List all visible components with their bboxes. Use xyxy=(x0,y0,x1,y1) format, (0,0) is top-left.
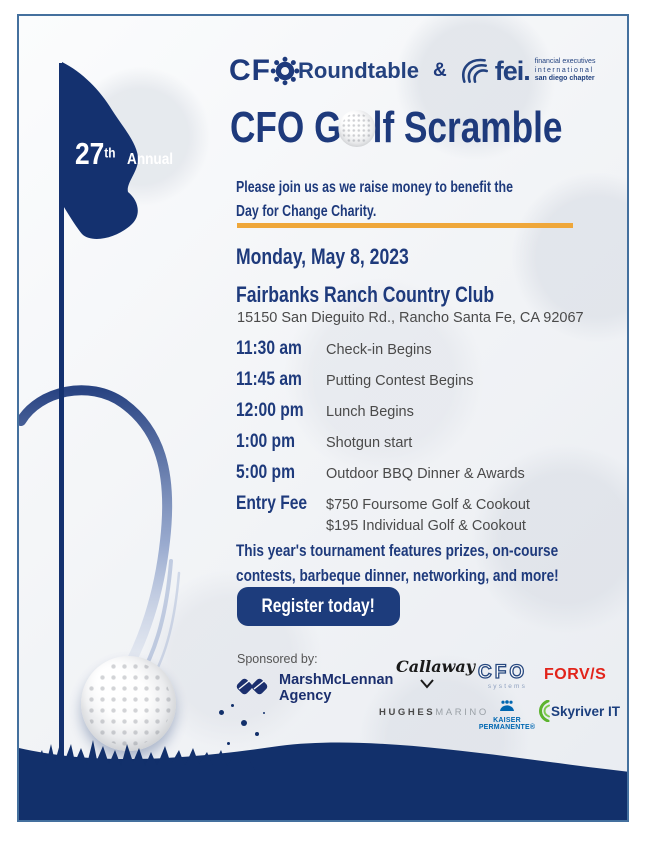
tagline-text: This year's tournament features prizes, … xyxy=(236,539,559,588)
schedule-time: 11:30 am xyxy=(236,337,302,359)
marino-wordmark: MARINO xyxy=(435,707,489,718)
entry-fee-line2: $195 Individual Golf & Cookout xyxy=(326,518,526,535)
tagline-line2: contests, barbeque dinner, networking, a… xyxy=(236,565,559,585)
schedule-row-entry-fee: Entry Fee $750 Foursome Golf & Cookout $… xyxy=(236,492,530,537)
entry-fee-line1: $750 Foursome Golf & Cookout xyxy=(326,497,530,514)
marsh-line2: Agency xyxy=(279,688,332,705)
title-part1: CFO G xyxy=(230,103,342,152)
header-logos: CF Roundtable & xyxy=(229,54,595,88)
schedule-row: 12:00 pm Lunch Begins xyxy=(236,399,530,423)
bottom-wave-shape xyxy=(19,742,627,820)
title-golf-ball-icon xyxy=(338,109,376,147)
sponsor-hughes-marino: HUGHESMARINO xyxy=(379,707,489,718)
event-venue: Fairbanks Ranch Country Club xyxy=(236,282,495,307)
callaway-wordmark: Callaway xyxy=(396,657,476,676)
flag-pole xyxy=(59,63,64,757)
roundtable-wordmark: Roundtable xyxy=(298,58,419,83)
schedule-time: 1:00 pm xyxy=(236,430,295,453)
skyriver-wordmark: Skyriver IT xyxy=(551,703,621,719)
annual-label: Annual xyxy=(127,151,174,168)
schedule-row: 11:45 am Putting Contest Begins xyxy=(236,368,530,392)
cfo-gear-icon xyxy=(270,56,300,86)
skyriver-swoosh-icon xyxy=(539,700,550,722)
fei-line1: financial executives xyxy=(534,57,596,65)
event-address: 15150 San Dieguito Rd., Rancho Santa Fe,… xyxy=(237,310,584,326)
schedule-desc: Lunch Begins xyxy=(326,404,414,421)
intro-text: Please join us as we raise money to bene… xyxy=(236,176,513,224)
title-part2: lf Scramble xyxy=(372,103,563,152)
schedule-time: Entry Fee xyxy=(236,492,308,515)
schedule-desc: Check-in Begins xyxy=(326,342,432,358)
annual-number: 27 xyxy=(75,136,105,171)
flyer-page: 27th Annual CF xyxy=(17,14,629,822)
swoosh-trail xyxy=(19,385,181,683)
callaway-chevron-icon xyxy=(420,679,434,689)
kaiser-permanente-wordmark: KAISER PERMANENTE® xyxy=(478,717,536,731)
sponsor-skyriver-it: Skyriver IT xyxy=(536,700,620,722)
grass-tuft xyxy=(37,740,255,774)
register-button[interactable]: Register today! xyxy=(237,587,400,626)
event-date: Monday, May 8, 2023 xyxy=(236,244,409,269)
schedule-time: 11:45 am xyxy=(236,368,302,391)
orange-divider xyxy=(237,223,573,228)
golf-flag xyxy=(62,62,139,239)
tagline-line1: This year's tournament features prizes, … xyxy=(236,541,559,560)
sponsor-callaway: Callaway xyxy=(396,657,476,694)
intro-line2: Day for Change Charity. xyxy=(236,203,377,221)
schedule-desc: Outdoor BBQ Dinner & Awards xyxy=(326,466,525,483)
schedule-row: 11:30 am Check-in Begins xyxy=(236,337,530,361)
page-title: CFO G lf Scramble xyxy=(230,106,562,150)
intro-line1: Please join us as we raise money to bene… xyxy=(236,179,514,196)
golf-ball-dimples xyxy=(86,661,171,746)
fei-swirl-icon xyxy=(461,58,488,83)
fei-wordmark: fei. xyxy=(494,55,531,86)
annual-badge: 27th Annual xyxy=(75,138,181,169)
schedule-time: 5:00 pm xyxy=(236,461,295,484)
sponsor-forvis: FORV/S xyxy=(544,666,606,684)
schedule-row: 1:00 pm Shotgun start xyxy=(236,430,530,454)
fei-logo: fei. financial executives international … xyxy=(459,55,596,87)
golf-ball xyxy=(81,656,176,751)
kaiser-permanente-icon xyxy=(500,700,514,711)
dirt-specks xyxy=(215,702,275,758)
register-button-label: Register today! xyxy=(261,595,376,617)
schedule-time: 12:00 pm xyxy=(236,399,304,422)
sponsored-by-label: Sponsored by: xyxy=(237,652,318,666)
hughes-wordmark: HUGHES xyxy=(379,707,436,718)
schedule-desc: Shotgun start xyxy=(326,435,413,452)
cfo-systems-subtext: systems xyxy=(487,683,528,690)
schedule-desc: Putting Contest Begins xyxy=(326,373,474,390)
event-schedule: 11:30 am Check-in Begins 11:45 am Puttin… xyxy=(236,337,530,544)
marsh-mclennan-icon xyxy=(236,678,268,695)
fei-line2: international xyxy=(534,66,594,74)
cfo-roundtable-wordmark: CF xyxy=(229,54,271,87)
forvis-wordmark: FORV/S xyxy=(544,666,607,683)
schedule-desc: $750 Foursome Golf & Cookout $195 Indivi… xyxy=(326,495,530,537)
sponsor-marsh-mclennan: MarshMcLennan Agency xyxy=(234,672,393,704)
marsh-mclennan-wordmark: MarshMcLennan Agency xyxy=(279,672,393,704)
annual-ordinal: th xyxy=(104,144,116,161)
ampersand: & xyxy=(433,60,447,81)
schedule-row: 5:00 pm Outdoor BBQ Dinner & Awards xyxy=(236,461,530,485)
sponsor-cfo-systems: CFO systems xyxy=(477,662,528,690)
sponsor-kaiser-permanente: KAISER PERMANENTE® xyxy=(468,698,546,731)
cfo-systems-wordmark: CFO xyxy=(477,662,528,683)
fei-descriptor: financial executives international san d… xyxy=(535,58,596,84)
fei-line3: san diego chapter xyxy=(534,75,595,83)
marsh-line1: MarshMcLennan xyxy=(279,672,394,688)
